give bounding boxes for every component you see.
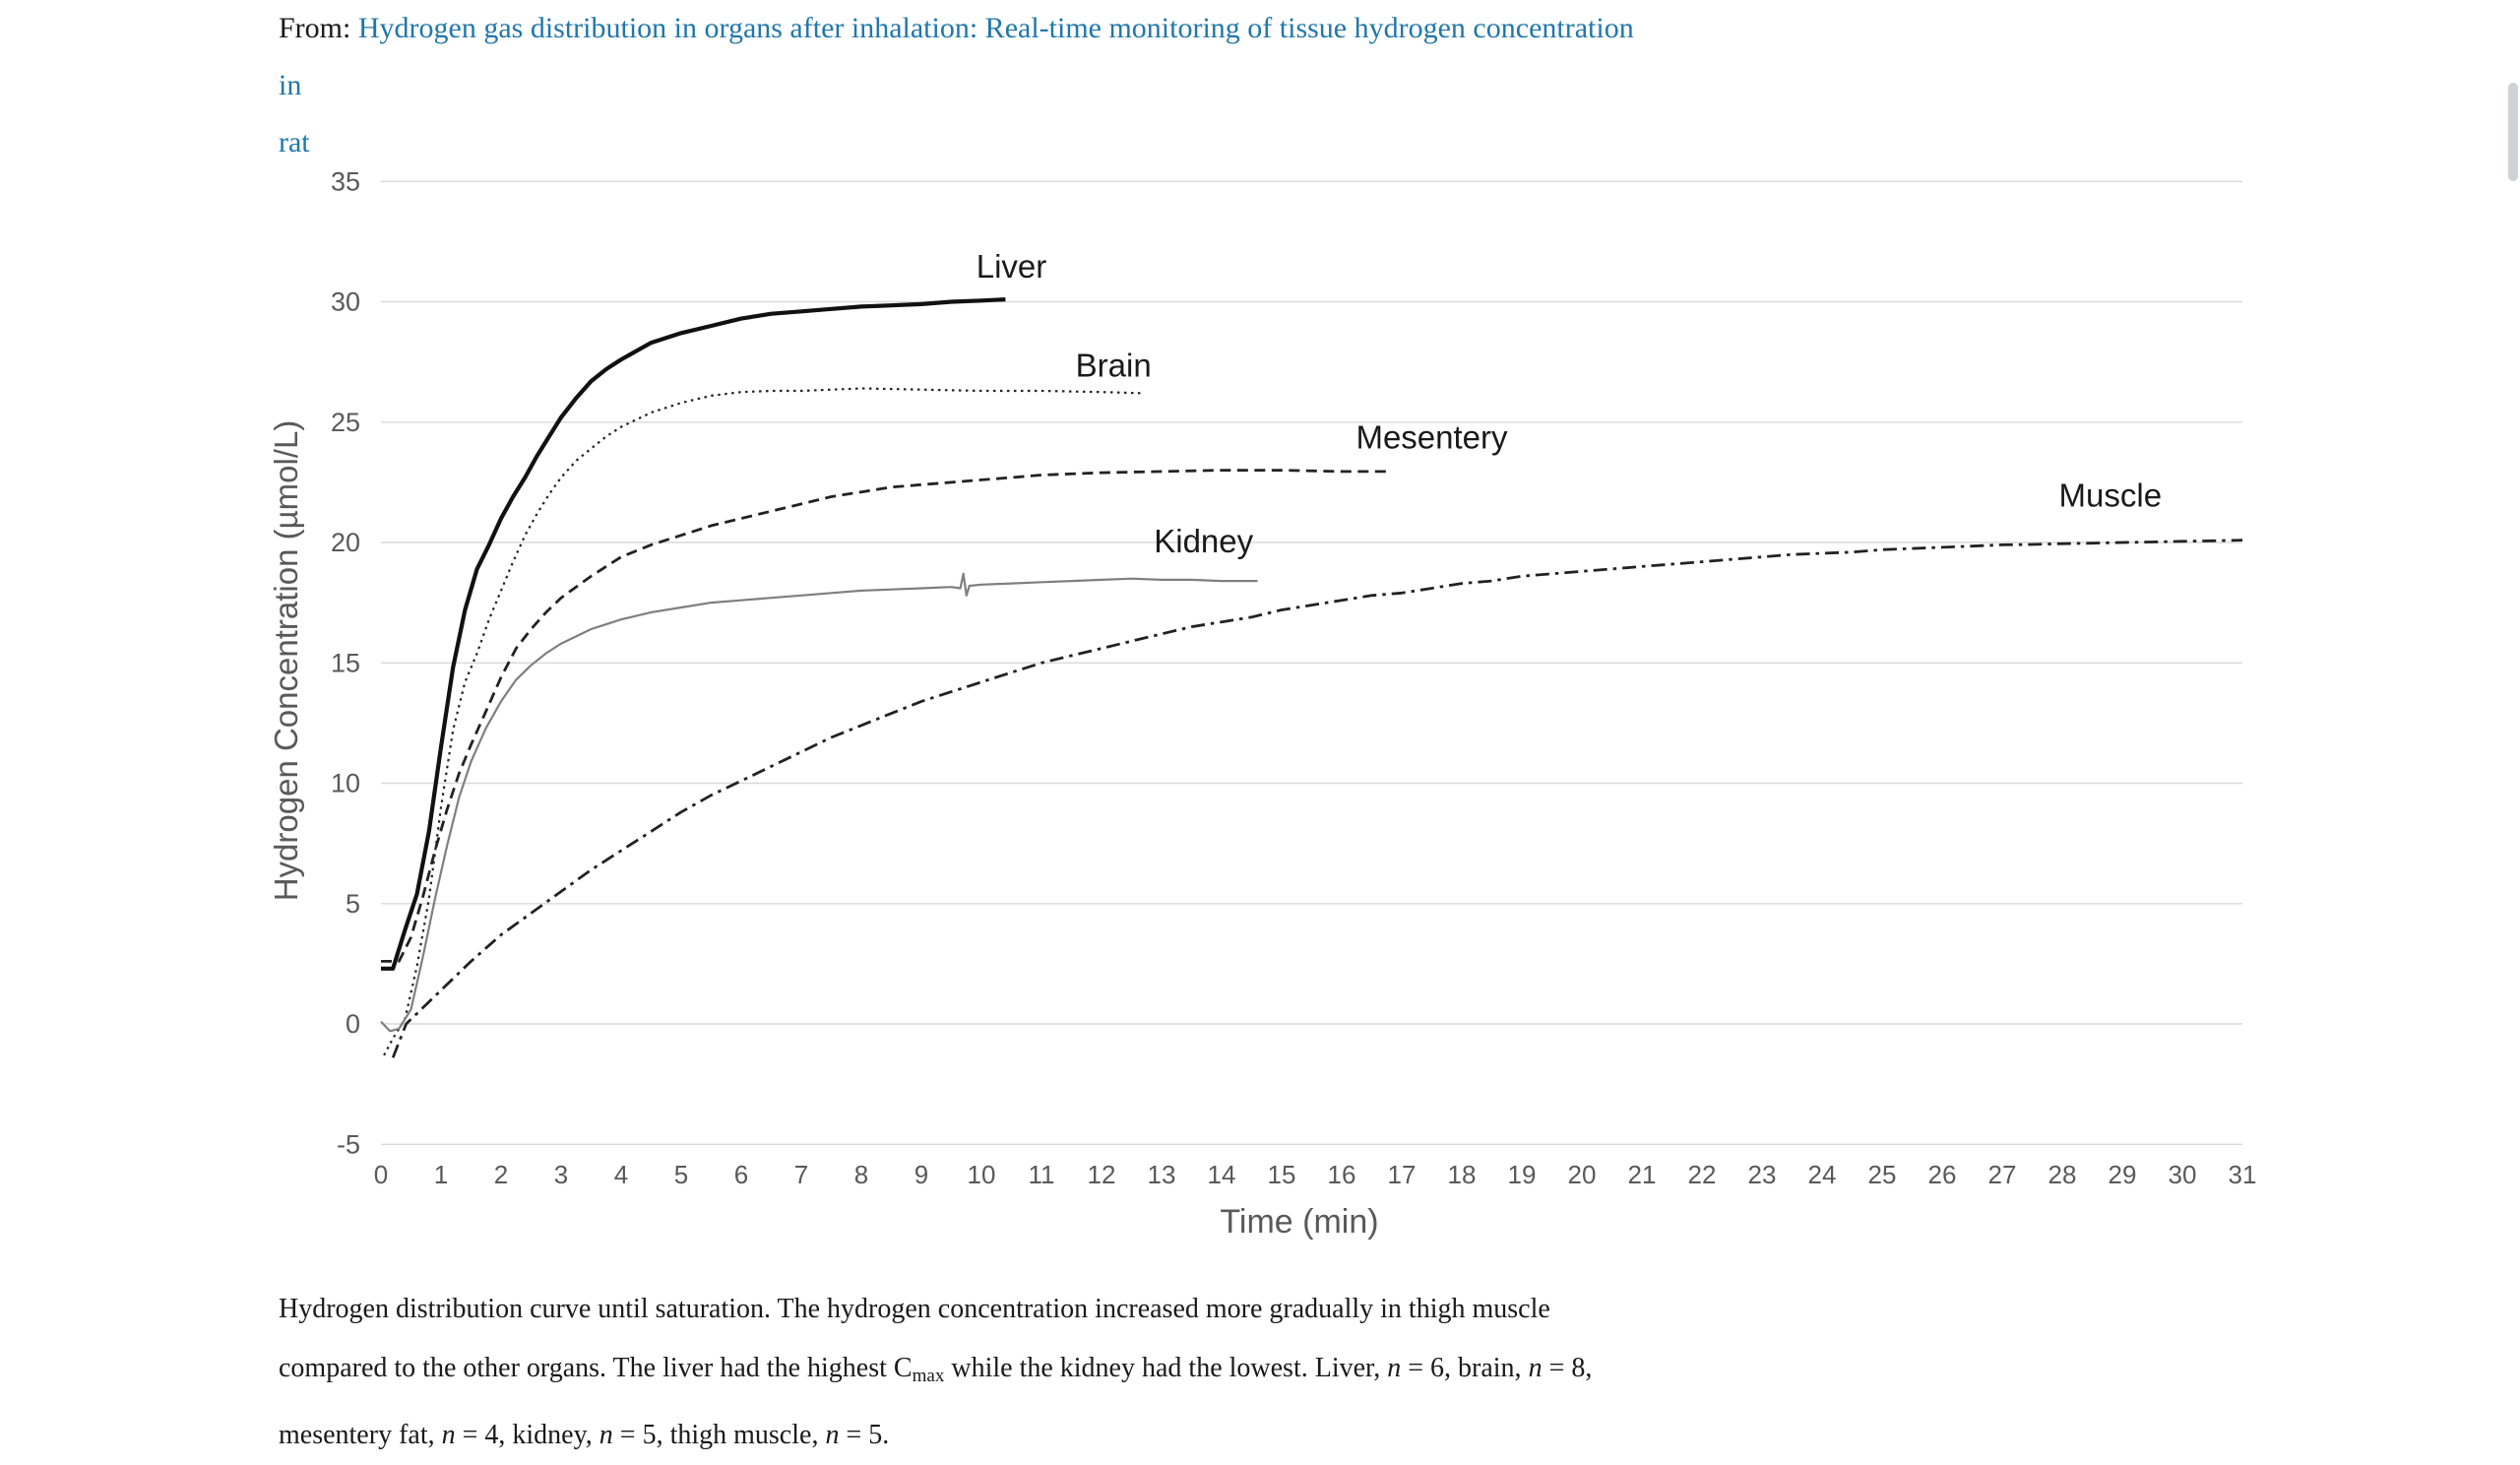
x-tick-label-22: 22	[1688, 1160, 1717, 1189]
series-label-muscle: Muscle	[2059, 477, 2163, 513]
y-tick-label-35: 35	[331, 166, 360, 196]
caption-segment: n	[825, 1419, 840, 1450]
x-tick-label-17: 17	[1388, 1160, 1417, 1189]
figure-source-line: From: Hydrogen gas distribution in organ…	[279, 0, 1657, 171]
y-tick-label-25: 25	[331, 408, 360, 437]
article-link-line2: rat	[279, 126, 310, 159]
x-axis-title: Time (min)	[1220, 1203, 1378, 1241]
x-tick-label-31: 31	[2229, 1160, 2257, 1189]
x-tick-label-18: 18	[1448, 1160, 1477, 1189]
y-axis-title: Hydrogen Concentration (µmol/L)	[268, 420, 304, 902]
caption-segment: = 8,	[1542, 1353, 1593, 1383]
x-tick-label-28: 28	[2048, 1160, 2077, 1189]
scrollbar-thumb[interactable]	[2508, 83, 2518, 181]
y-tick-label--5: -5	[337, 1129, 360, 1159]
y-tick-label-10: 10	[331, 769, 360, 798]
x-tick-label-5: 5	[674, 1160, 688, 1189]
caption-segment: compared to the other organs. The liver …	[279, 1353, 913, 1383]
caption-segment: = 4, kidney,	[455, 1419, 599, 1450]
caption-segment: = 5.	[839, 1419, 890, 1450]
caption-segment: mesentery fat,	[279, 1419, 442, 1450]
caption-segment: = 5, thigh muscle,	[612, 1419, 826, 1450]
x-tick-label-10: 10	[968, 1160, 996, 1189]
x-tick-label-19: 19	[1508, 1160, 1537, 1189]
x-tick-label-14: 14	[1208, 1160, 1236, 1189]
x-tick-label-30: 30	[2169, 1160, 2197, 1189]
caption-segment: n	[441, 1419, 456, 1450]
x-tick-label-3: 3	[554, 1160, 568, 1189]
x-tick-label-1: 1	[434, 1160, 448, 1189]
series-label-kidney: Kidney	[1154, 523, 1253, 559]
x-tick-label-23: 23	[1748, 1160, 1777, 1189]
x-tick-label-26: 26	[1928, 1160, 1957, 1189]
figure-image: -5 0 5 10 15 20 25 30 35 0 1 2 3 4 5 6 7 8 9 10 11 12 13 14 15 16…	[0, 108, 2520, 1260]
series-line-liver	[381, 297, 1006, 971]
x-tick-label-2: 2	[494, 1160, 508, 1189]
y-tick-label-30: 30	[331, 287, 360, 317]
x-tick-label-8: 8	[854, 1160, 868, 1189]
caption-segment: = 6, brain,	[1401, 1353, 1529, 1383]
caption-line-3: mesentery fat, n = 4, kidney, n = 5, thi…	[279, 1406, 1657, 1465]
x-tick-label-21: 21	[1628, 1160, 1657, 1189]
x-tick-label-29: 29	[2109, 1160, 2137, 1189]
x-tick-label-12: 12	[1088, 1160, 1116, 1189]
series-line-kidney	[380, 572, 1258, 1033]
series-label-mesentery: Mesentery	[1355, 419, 1508, 456]
series-label-brain: Brain	[1076, 347, 1152, 383]
y-tick-label-0: 0	[346, 1009, 360, 1039]
x-tick-label-6: 6	[734, 1160, 748, 1189]
caption-segment: while the kidney had the lowest. Liver,	[944, 1353, 1388, 1383]
x-tick-label-20: 20	[1568, 1160, 1597, 1189]
y-tick-label-20: 20	[331, 528, 360, 557]
series-label-liver: Liver	[976, 248, 1047, 285]
x-tick-label-27: 27	[1988, 1160, 2017, 1189]
x-tick-label-4: 4	[614, 1160, 628, 1189]
series-line-muscle	[391, 539, 2243, 1058]
x-tick-label-13: 13	[1148, 1160, 1176, 1189]
series-line-mesentery	[381, 469, 1390, 963]
x-tick-label-11: 11	[1029, 1160, 1055, 1189]
x-tick-label-15: 15	[1268, 1160, 1296, 1189]
x-tick-label-25: 25	[1868, 1160, 1897, 1189]
x-tick-label-24: 24	[1808, 1160, 1837, 1189]
caption-segment: Hydrogen distribution curve until satura…	[279, 1294, 1550, 1324]
source-prefix: From:	[279, 12, 358, 44]
caption-line-1: Hydrogen distribution curve until satura…	[279, 1280, 1657, 1339]
caption-line-2: compared to the other organs. The liver …	[279, 1339, 1657, 1406]
x-tick-label-0: 0	[374, 1160, 388, 1189]
x-tick-label-9: 9	[914, 1160, 928, 1189]
article-link-line1: Hydrogen gas distribution in organs afte…	[279, 12, 1634, 101]
y-tick-label-5: 5	[346, 889, 360, 919]
x-tick-label-16: 16	[1328, 1160, 1356, 1189]
figure-caption: Hydrogen distribution curve until satura…	[279, 1280, 1657, 1465]
series-line-brain	[383, 387, 1144, 1056]
article-link[interactable]: Hydrogen gas distribution in organs afte…	[279, 12, 1657, 171]
caption-segment: n	[1528, 1353, 1543, 1383]
x-tick-label-7: 7	[794, 1160, 808, 1189]
caption-segment: max	[912, 1365, 945, 1386]
caption-segment: n	[598, 1419, 613, 1450]
y-tick-label-15: 15	[331, 648, 360, 677]
caption-segment: n	[1387, 1353, 1402, 1383]
